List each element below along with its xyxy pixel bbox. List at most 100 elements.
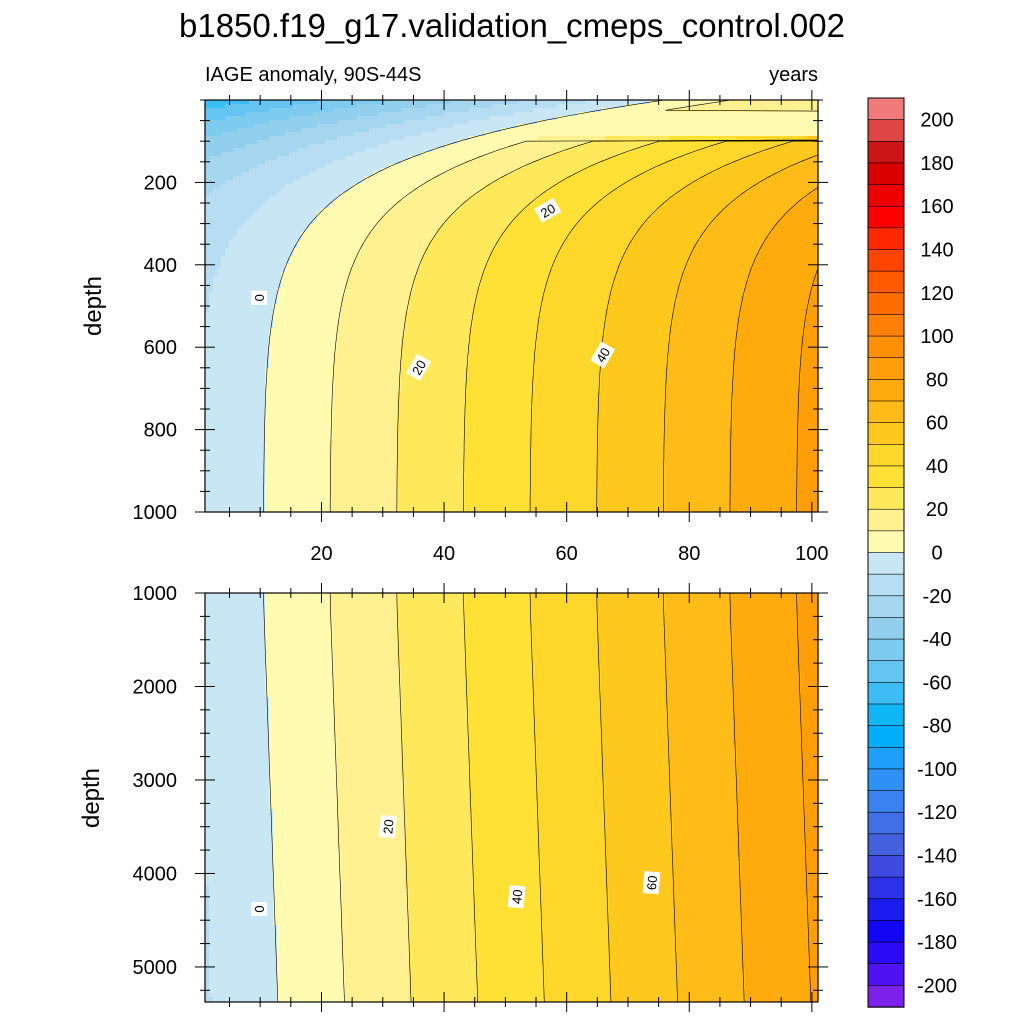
contour-cell [341, 292, 346, 297]
contour-cell [353, 188, 358, 193]
contour-cell [209, 432, 214, 437]
contour-cell [333, 336, 338, 341]
contour-cell [389, 160, 394, 165]
contour-cell [229, 276, 234, 281]
contour-cell [233, 504, 238, 509]
contour-cell [305, 276, 310, 281]
contour-cell [237, 432, 242, 437]
contour-cell [257, 200, 262, 205]
contour-cell [281, 488, 286, 493]
contour-cell [221, 284, 226, 289]
contour-cell [233, 304, 238, 309]
contour-cell [217, 372, 222, 377]
contour-cell [305, 500, 310, 505]
contour-cell [265, 252, 270, 257]
contour-cell [389, 376, 394, 381]
contour-cell [373, 184, 378, 189]
contour-cell [209, 240, 214, 245]
contour-cell [285, 444, 290, 449]
contour-cell [237, 508, 242, 512]
contour-cell [385, 304, 390, 309]
contour-cell [345, 160, 350, 165]
contour-cell [205, 196, 210, 201]
contour-cell [209, 452, 214, 457]
contour-cell [349, 232, 354, 237]
contour-cell [257, 472, 262, 477]
contour-cell [353, 116, 358, 121]
contour-cell [389, 468, 394, 473]
contour-cell [209, 292, 214, 297]
contour-cell [381, 268, 386, 273]
contour-cell [241, 236, 246, 241]
contour-cell [293, 204, 298, 209]
contour-cell [305, 472, 310, 477]
contour-cell [205, 380, 210, 385]
contour-cell [213, 204, 218, 209]
contour-cell [361, 348, 366, 353]
contour-cell [285, 192, 290, 197]
contour-cell [233, 308, 238, 313]
contour-cell [213, 172, 218, 177]
contour-cell [313, 428, 318, 433]
contour-cell [269, 228, 274, 233]
contour-cell [213, 160, 218, 165]
contour-cell [377, 308, 382, 313]
contour-cell [257, 396, 262, 401]
contour-cell [265, 472, 270, 477]
contour-cell [237, 484, 242, 489]
contour-cell [385, 100, 390, 105]
figure-title: b1850.f19_g17.validation_cmeps_control.0… [179, 7, 845, 44]
contour-cell [305, 492, 310, 497]
contour-cell [245, 396, 250, 401]
contour-cell [329, 236, 334, 241]
contour-cell [273, 124, 278, 129]
contour-cell [261, 252, 266, 257]
contour-cell [225, 372, 230, 377]
contour-cell [309, 244, 314, 249]
contour-cell [365, 176, 370, 181]
contour-cell [217, 128, 222, 133]
contour-cell [301, 184, 306, 189]
contour-cell [269, 144, 274, 149]
contour-cell [317, 256, 322, 261]
contour-cell [309, 180, 314, 185]
contour-cell [249, 356, 254, 361]
contour-cell [309, 300, 314, 305]
contour-cell [365, 496, 370, 501]
contour-cell [365, 132, 370, 137]
contour-cell [293, 332, 298, 337]
contour-cell [321, 240, 326, 245]
contour-cell [229, 480, 234, 485]
contour-cell [345, 264, 350, 269]
contour-cell [353, 248, 358, 253]
contour-cell [297, 232, 302, 237]
contour-cell [345, 240, 350, 245]
contour-cell [253, 484, 258, 489]
contour-cell [241, 460, 246, 465]
contour-cell [229, 256, 234, 261]
contour-cell [265, 400, 270, 405]
contour-cell [325, 468, 330, 473]
contour-cell [245, 300, 250, 305]
contour-cell [389, 344, 394, 349]
contour-cell [397, 272, 402, 277]
contour-cell [285, 212, 290, 217]
contour-cell [257, 304, 262, 309]
contour-cell [233, 264, 238, 269]
contour-cell [285, 196, 290, 201]
contour-cell [353, 200, 358, 205]
contour-cell [321, 352, 326, 357]
contour-cell [377, 304, 382, 309]
contour-cell [313, 180, 318, 185]
contour-cell [249, 220, 254, 225]
contour-cell [369, 176, 374, 181]
contour-cell [269, 112, 274, 117]
contour-cell [241, 244, 246, 249]
contour-cell [229, 376, 234, 381]
contour-cell [365, 108, 370, 113]
contour-cell [393, 376, 398, 381]
contour-cell [373, 144, 378, 149]
contour-cell [321, 480, 326, 485]
contour-cell [305, 192, 310, 197]
contour-cell [221, 224, 226, 229]
